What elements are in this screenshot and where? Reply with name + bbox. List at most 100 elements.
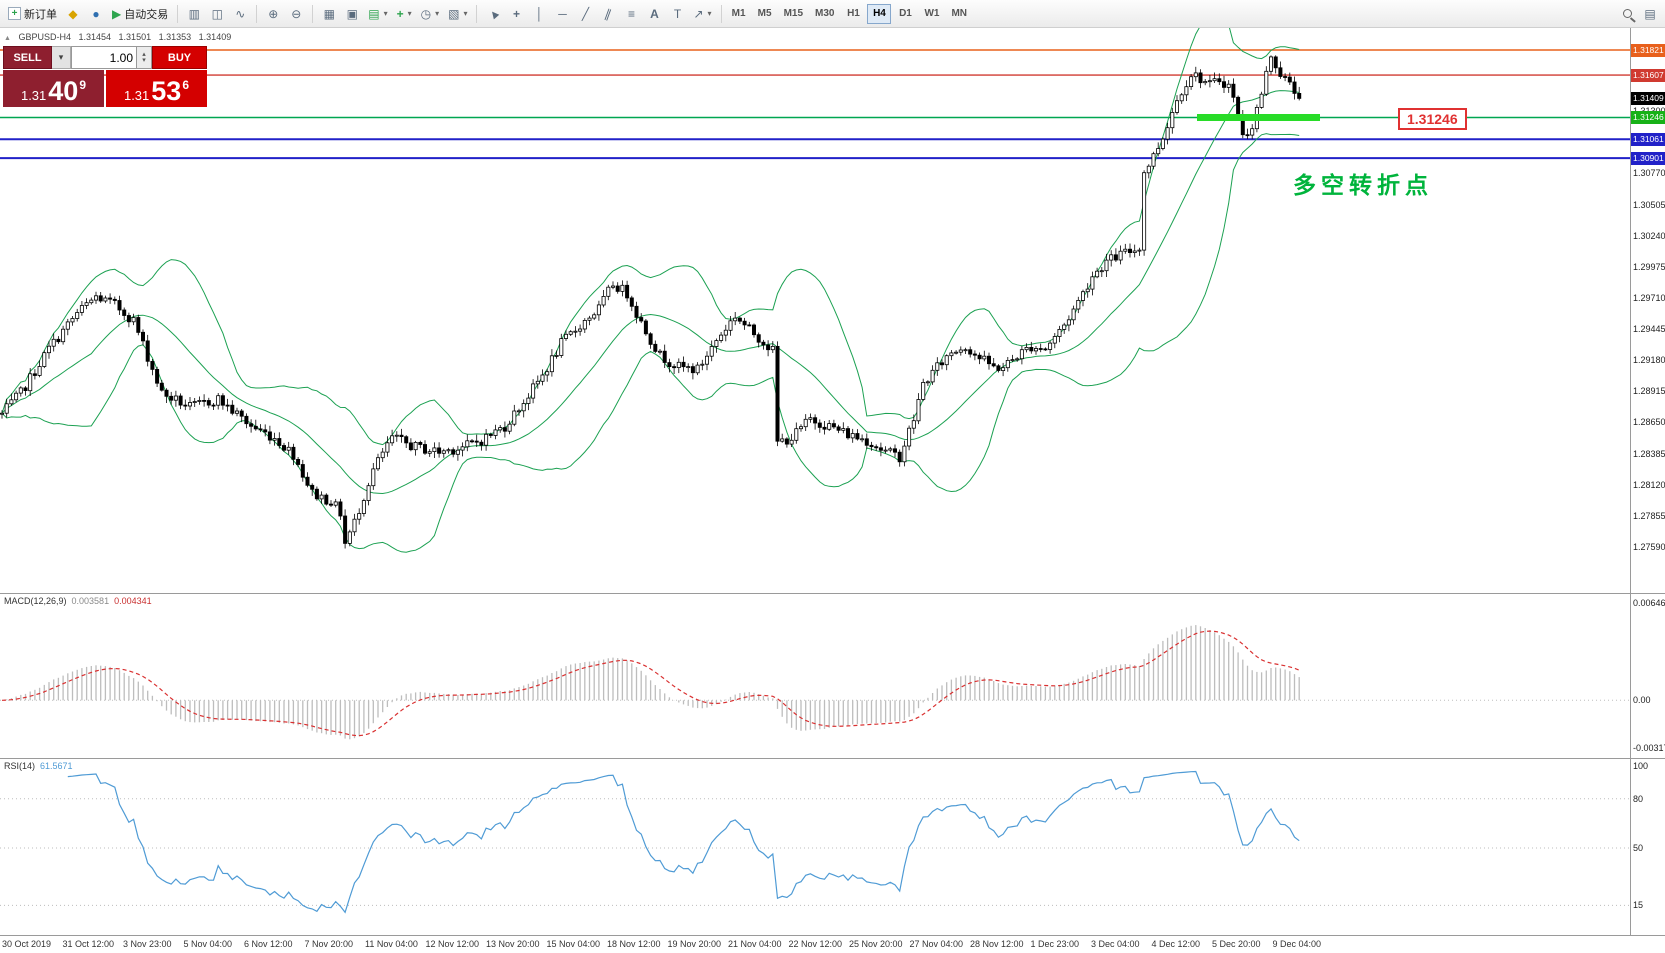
bar-chart-button[interactable]: ▥ <box>183 3 205 25</box>
buy-price-main: 1.31 <box>123 87 150 103</box>
buy-price-point: 6 <box>182 78 190 92</box>
bid-price-badge: 1.31409 <box>1631 91 1665 105</box>
sell-price-main: 1.31 <box>20 87 47 103</box>
price-chart-canvas[interactable] <box>0 11 1630 593</box>
zoom-in-button[interactable]: ⊕ <box>262 3 284 25</box>
properties-button[interactable]: ▤ <box>1639 3 1661 25</box>
cursor-tool-button[interactable]: ▲ <box>482 3 504 25</box>
crosshair-tool-button[interactable]: + <box>505 3 527 25</box>
rsi-panel[interactable]: RSI(14) 61.5671 <box>0 758 1630 935</box>
search-button[interactable] <box>1616 3 1638 25</box>
line-chart-button[interactable]: ∿ <box>229 3 251 25</box>
bollinger-middle-band[interactable] <box>1 90 1300 495</box>
sell-button[interactable]: SELL <box>3 46 52 69</box>
indicators-button[interactable]: + ▾ <box>393 3 416 25</box>
time-label: 5 Nov 04:00 <box>183 939 233 949</box>
price-scale[interactable]: 1.313001.307701.305051.302401.299751.297… <box>1630 28 1665 935</box>
toolbar-separator <box>312 4 314 23</box>
horizontal-line-tool-button[interactable]: ─ <box>551 3 573 25</box>
timeframe-h1[interactable]: H1 <box>841 4 865 24</box>
timeframe-m15[interactable]: M15 <box>779 4 808 24</box>
zoom-out-icon: ⊖ <box>291 6 302 21</box>
zoom-out-button[interactable]: ⊖ <box>285 3 307 25</box>
chart-open-value: 1.31454 <box>78 32 112 42</box>
label-tool-button[interactable]: T <box>666 3 688 25</box>
chart-high-value: 1.31501 <box>118 32 152 42</box>
one-click-trading-panel: SELL ▾ 1.00 ▴ ▾ BUY 1.31 40 9 1.31 53 <box>3 46 207 107</box>
trendline-tool-button[interactable]: ╱ <box>574 3 596 25</box>
macd-signal-line[interactable] <box>1 630 1300 737</box>
time-label: 3 Nov 23:00 <box>123 939 172 949</box>
volume-up-button[interactable]: ▴ <box>142 50 146 58</box>
price-line-badge: 1.30901 <box>1631 151 1665 165</box>
options-button[interactable]: ● <box>85 3 107 25</box>
cascade-windows-button[interactable]: ▣ <box>341 3 363 25</box>
tile-windows-button[interactable]: ▦ <box>318 3 340 25</box>
timeframe-m5[interactable]: M5 <box>753 4 777 24</box>
timeframe-m1[interactable]: M1 <box>727 4 751 24</box>
periods-clock-icon: ◷ <box>420 6 432 21</box>
collapse-marker-icon[interactable]: ▲ <box>4 35 11 42</box>
timeframe-w1[interactable]: W1 <box>919 4 944 24</box>
chart-symbol: GBPUSD-H4 <box>18 32 71 42</box>
rsi-line[interactable] <box>67 770 1300 914</box>
candlestick-chart-button[interactable]: ◫ <box>206 3 228 25</box>
macd-scale-top: 0.006468 <box>1633 598 1665 608</box>
autotrading-label: 自动交易 <box>124 8 169 21</box>
support-price-label[interactable]: 1.31246 <box>1398 108 1467 130</box>
chevron-down-icon: ▾ <box>707 9 712 18</box>
time-axis[interactable]: 30 Oct 2019 31 Oct 12:00 3 Nov 23:00 5 Nov … <box>0 935 1665 953</box>
price-tick: 1.30770 <box>1633 168 1665 179</box>
macd-scale-zero: 0.00 <box>1633 695 1651 706</box>
buy-price-pips: 53 <box>151 76 182 107</box>
time-label: 3 Dec 04:00 <box>1091 939 1140 949</box>
horizontal-line-icon: ─ <box>558 6 567 21</box>
macd-main-value: 0.003581 <box>71 596 110 606</box>
bollinger-lower-band[interactable] <box>1 133 1300 553</box>
trendline-icon: ╱ <box>581 6 590 21</box>
price-tick: 1.28650 <box>1633 417 1665 428</box>
time-label: 13 Nov 20:00 <box>486 939 540 949</box>
timeframe-d1[interactable]: D1 <box>893 4 917 24</box>
price-chart-panel[interactable]: ▲ GBPUSD-H4 1.31454 1.31501 1.31353 1.31… <box>0 11 1630 593</box>
timeframe-h4[interactable]: H4 <box>867 3 892 24</box>
autotrading-button[interactable]: ▶ 自动交易 <box>108 3 172 25</box>
time-label: 22 Nov 12:00 <box>788 939 843 949</box>
support-zone-highlight[interactable] <box>1197 114 1320 121</box>
price-line-badge: 1.31061 <box>1631 132 1665 146</box>
chevron-down-icon: ▾ <box>383 9 388 18</box>
line-chart-icon: ∿ <box>235 6 246 21</box>
panel-separator[interactable] <box>0 758 1665 759</box>
sell-price-display[interactable]: 1.31 40 9 <box>3 70 104 107</box>
metaeditor-button[interactable]: ◆ <box>62 3 84 25</box>
timeframe-mn[interactable]: MN <box>946 4 972 24</box>
rsi-scale-level: 100 <box>1633 761 1649 771</box>
buy-price-display[interactable]: 1.31 53 6 <box>106 70 207 107</box>
rsi-scale-level: 50 <box>1633 843 1644 853</box>
fibonacci-tool-button[interactable]: ≡ <box>620 3 642 25</box>
macd-canvas[interactable] <box>0 593 1630 758</box>
channel-tool-button[interactable]: ∥ <box>597 3 619 25</box>
periods-button[interactable]: ◷ ▾ <box>417 3 444 25</box>
chart-low-value: 1.31353 <box>158 32 192 42</box>
vertical-line-tool-button[interactable]: │ <box>528 3 550 25</box>
templates-button[interactable]: ▧ ▾ <box>444 3 471 25</box>
time-label: 30 Oct 2019 <box>2 939 52 949</box>
panel-separator[interactable] <box>0 593 1665 594</box>
new-order-button[interactable]: + 新订单 <box>4 3 61 25</box>
macd-panel[interactable]: MACD(12,26,9) 0.003581 0.004341 <box>0 593 1630 758</box>
text-tool-button[interactable]: A <box>643 3 665 25</box>
new-chart-button[interactable]: ▤ ▾ <box>364 3 391 25</box>
cascade-windows-icon: ▣ <box>346 6 358 21</box>
metaeditor-icon: ◆ <box>68 6 78 21</box>
arrows-tool-button[interactable]: ↗ ▾ <box>689 3 715 25</box>
annotation-text[interactable]: 多空转折点 <box>1293 172 1433 198</box>
order-type-dropdown[interactable]: ▾ <box>52 46 71 69</box>
volume-input[interactable]: 1.00 <box>71 46 137 69</box>
rsi-canvas[interactable] <box>0 758 1630 935</box>
timeframe-m30[interactable]: M30 <box>810 4 839 24</box>
buy-button[interactable]: BUY <box>152 46 207 69</box>
volume-down-button[interactable]: ▾ <box>142 56 146 64</box>
chart-header: ▲ GBPUSD-H4 1.31454 1.31501 1.31353 1.31… <box>4 32 236 42</box>
